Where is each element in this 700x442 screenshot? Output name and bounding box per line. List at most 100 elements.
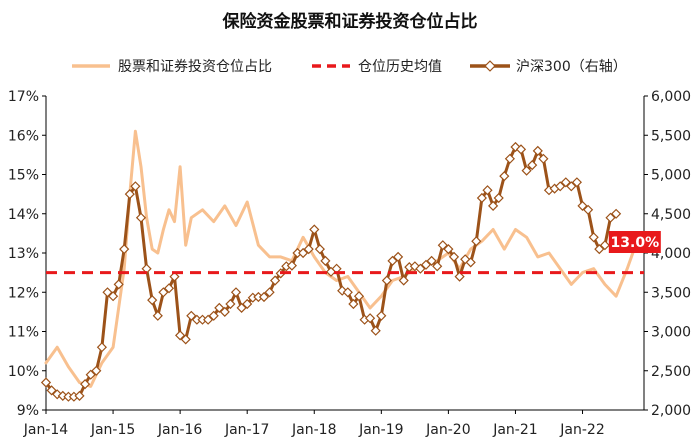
csi300-marker bbox=[303, 244, 314, 255]
csi300-marker bbox=[583, 204, 594, 215]
right-tick-label: 4,500 bbox=[651, 207, 691, 223]
csi300-marker bbox=[443, 244, 454, 255]
csi300-marker bbox=[203, 314, 214, 325]
x-tick-label: Jan-19 bbox=[358, 422, 403, 438]
csi300-marker bbox=[197, 314, 208, 325]
series-layer bbox=[40, 129, 644, 402]
left-tick-label: 10% bbox=[8, 364, 39, 380]
csi300-marker bbox=[387, 255, 398, 266]
left-tick-label: 12% bbox=[8, 285, 39, 301]
csi300-marker bbox=[152, 310, 163, 321]
csi300-marker bbox=[130, 181, 141, 192]
csi300-marker bbox=[454, 271, 465, 282]
csi300-marker bbox=[119, 244, 130, 255]
left-tick-label: 11% bbox=[8, 325, 39, 341]
csi300-marker bbox=[577, 200, 588, 211]
csi300-marker bbox=[208, 310, 219, 321]
csi300-marker bbox=[258, 291, 270, 303]
left-tick-label: 15% bbox=[8, 168, 39, 184]
csi300-marker bbox=[264, 287, 275, 298]
csi300-marker bbox=[85, 369, 96, 380]
csi300-marker bbox=[393, 251, 404, 262]
csi300-marker bbox=[169, 271, 180, 282]
csi300-marker bbox=[253, 291, 264, 303]
csi300-marker bbox=[113, 279, 124, 290]
csi300-marker bbox=[147, 295, 158, 306]
csi300-marker bbox=[348, 298, 359, 310]
csi300-marker bbox=[566, 181, 577, 192]
csi300-marker bbox=[331, 263, 342, 274]
csi300-marker bbox=[555, 181, 566, 192]
csi300-marker bbox=[175, 330, 186, 341]
csi300-marker bbox=[594, 244, 605, 255]
csi300-marker bbox=[286, 260, 297, 271]
chart-title: 保险资金股票和证券投资仓位占比 bbox=[222, 11, 478, 32]
csi300-marker bbox=[141, 263, 152, 274]
left-tick-label: 17% bbox=[8, 89, 39, 105]
csi300-marker bbox=[432, 261, 443, 272]
csi300-marker bbox=[365, 313, 376, 324]
right-tick-label: 3,500 bbox=[651, 285, 691, 301]
left-tick-label: 9% bbox=[17, 403, 39, 419]
csi300-marker bbox=[437, 240, 448, 251]
right-tick-label: 2,500 bbox=[651, 364, 691, 380]
csi300-marker bbox=[560, 177, 571, 188]
right-tick-label: 5,500 bbox=[651, 128, 691, 144]
csi300-marker bbox=[527, 160, 538, 171]
x-tick-label: Jan-18 bbox=[291, 422, 336, 438]
csi300-marker bbox=[521, 165, 532, 176]
x-tick-label: Jan-20 bbox=[425, 422, 470, 438]
csi300-marker bbox=[180, 334, 191, 345]
left-axis-ticks: 9% 10% 11% 12% 13% 14% 15% 16% 17% bbox=[8, 89, 46, 419]
csi300-marker bbox=[124, 189, 135, 200]
csi300-marker bbox=[74, 390, 85, 401]
legend-label-position-share: 股票和证券投资仓位占比 bbox=[118, 59, 272, 75]
csi300-marker bbox=[398, 275, 409, 286]
csi300-marker bbox=[532, 145, 543, 156]
value-badge-label: 13.0% bbox=[611, 235, 660, 251]
csi300-marker bbox=[230, 287, 242, 298]
csi300-marker bbox=[242, 298, 253, 310]
csi300-marker bbox=[488, 200, 499, 211]
legend: 股票和证券投资仓位占比 仓位历史均值 沪深300（右轴） bbox=[72, 59, 627, 75]
csi300-marker bbox=[370, 325, 381, 336]
right-tick-label: 5,000 bbox=[651, 168, 691, 184]
csi300-marker bbox=[108, 291, 119, 302]
csi300-marker bbox=[588, 232, 599, 243]
csi300-marker bbox=[191, 314, 202, 325]
csi300-marker bbox=[599, 240, 610, 251]
right-tick-label: 2,000 bbox=[651, 403, 691, 419]
csi300-marker bbox=[376, 310, 387, 321]
csi300-marker bbox=[96, 342, 107, 353]
csi300-marker bbox=[298, 247, 309, 259]
csi300-marker bbox=[80, 379, 91, 390]
right-tick-label: 6,000 bbox=[651, 89, 691, 105]
csi300-marker bbox=[158, 287, 169, 298]
csi300-marker bbox=[46, 385, 57, 396]
csi300-marker bbox=[504, 153, 515, 164]
csi300-marker bbox=[448, 251, 460, 262]
csi300-marker bbox=[320, 255, 331, 266]
csi300-marker bbox=[225, 298, 236, 310]
x-tick-label: Jan-17 bbox=[224, 422, 269, 438]
csi300-marker bbox=[611, 208, 622, 219]
csi300-marker bbox=[314, 244, 325, 255]
left-tick-label: 14% bbox=[8, 207, 39, 223]
legend-label-csi300: 沪深300（右轴） bbox=[516, 59, 627, 75]
csi300-marker bbox=[482, 185, 493, 196]
csi300-marker bbox=[219, 306, 230, 317]
csi300-marker bbox=[342, 287, 353, 298]
csi300-marker bbox=[91, 365, 102, 376]
x-tick-label: Jan-16 bbox=[157, 422, 203, 438]
right-tick-label: 3,000 bbox=[651, 325, 691, 341]
csi300-marker bbox=[499, 171, 510, 182]
x-tick-label: Jan-21 bbox=[492, 422, 537, 438]
csi300-marker bbox=[493, 192, 504, 204]
value-badge bbox=[608, 231, 661, 253]
right-tick-label: 4,000 bbox=[651, 246, 691, 262]
csi300-marker bbox=[381, 275, 392, 286]
csi300-marker bbox=[353, 291, 365, 302]
csi300-marker bbox=[214, 302, 225, 313]
csi300-marker bbox=[40, 377, 52, 388]
